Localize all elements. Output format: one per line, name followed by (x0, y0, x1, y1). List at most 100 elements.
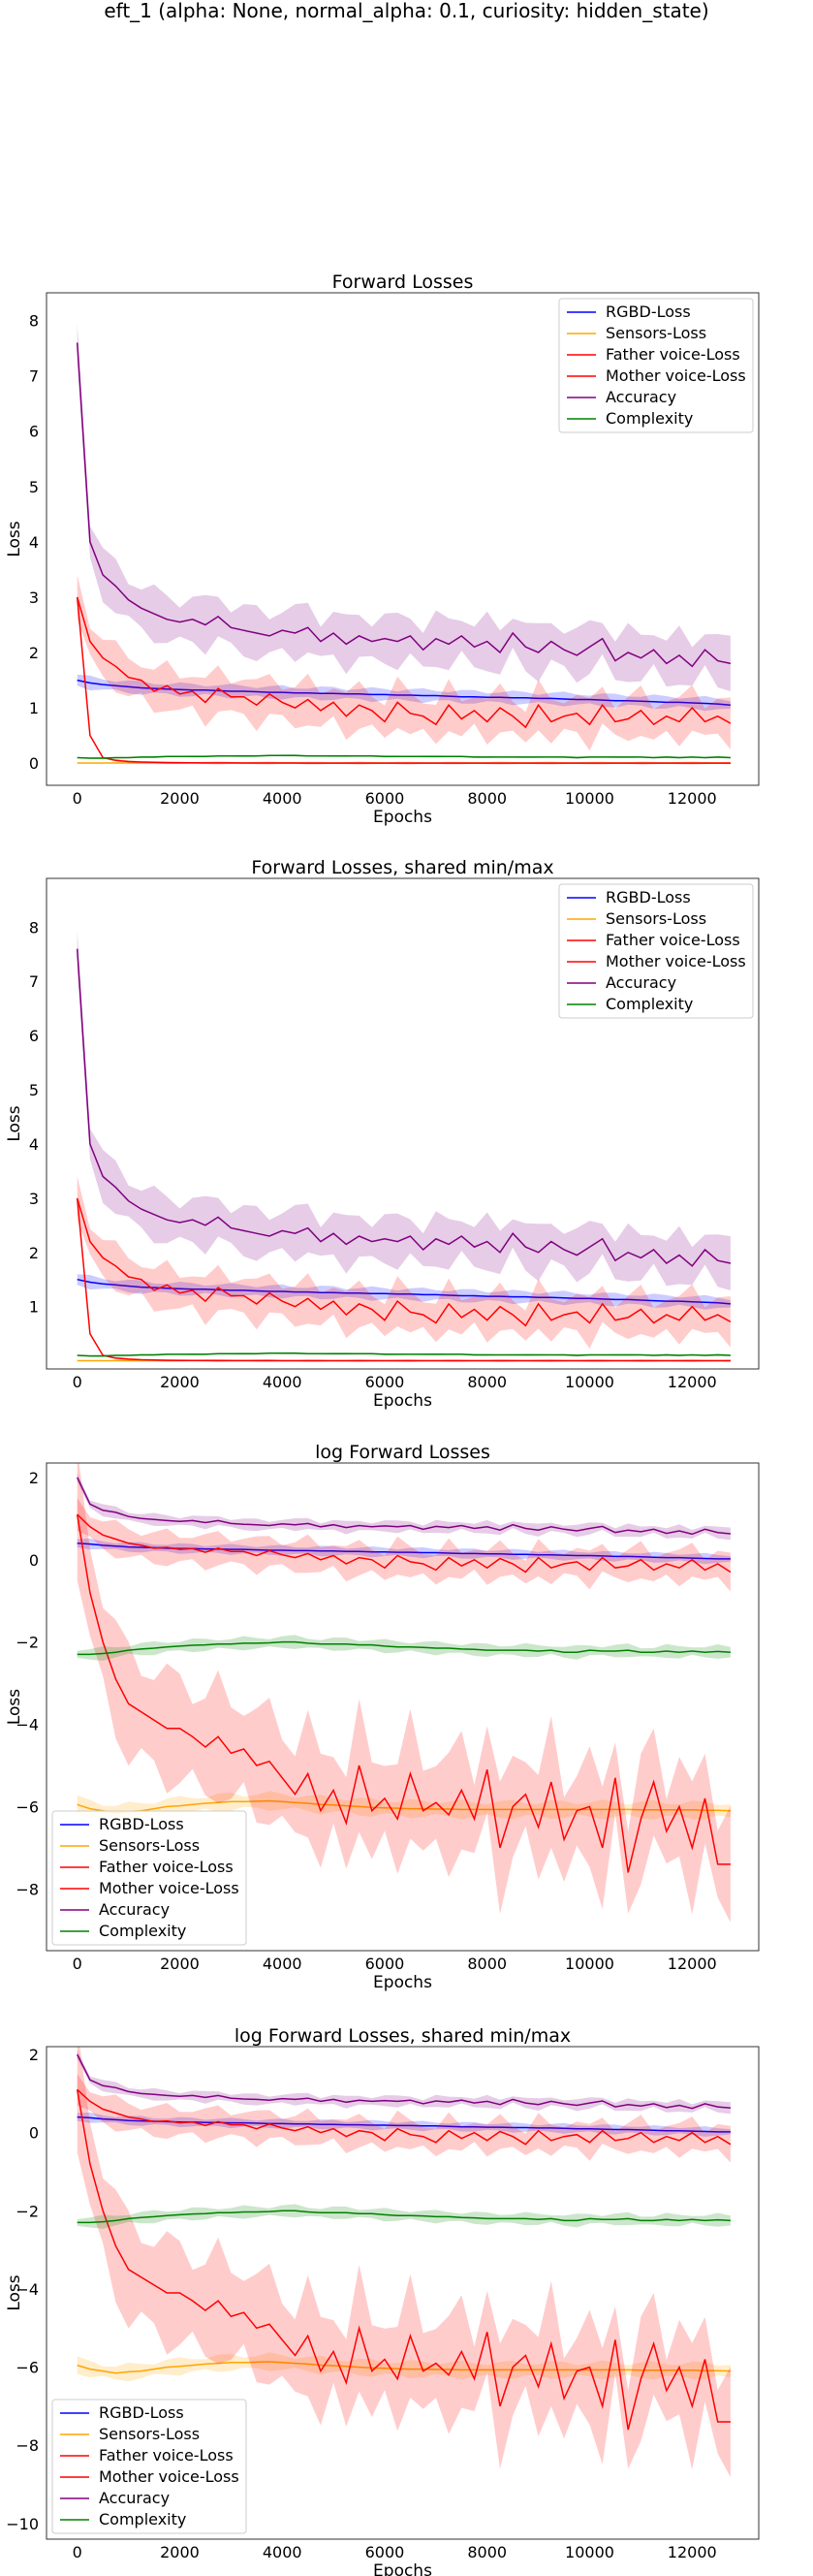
legend-label: Father voice-Loss (606, 931, 740, 949)
y-tick-label: 4 (29, 533, 39, 552)
band-accuracy (77, 324, 731, 691)
legend: RGBD-Loss Sensors-Loss Father voice-Loss Mo… (51, 2399, 247, 2534)
x-axis-label: Epochs (373, 2561, 432, 2576)
plot-data (76, 324, 732, 765)
y-tick-label: −8 (16, 1880, 39, 1898)
x-tick-label: 2000 (160, 1373, 200, 1391)
legend-label: RGBD-Loss (606, 302, 691, 321)
x-tick-label: 12000 (668, 2543, 717, 2561)
x-axis-label: Epochs (373, 1391, 432, 1411)
legend-label: Father voice-Loss (99, 2446, 234, 2465)
legend-label: Mother voice-Loss (99, 1879, 239, 1897)
x-tick-label: 10000 (565, 789, 614, 808)
band-father (77, 1463, 731, 1923)
line-accuracy (77, 2053, 731, 2110)
line-mother (77, 2088, 732, 2146)
band-complexity (77, 2204, 731, 2229)
x-tick-label: 2000 (160, 789, 200, 808)
plot-frame (46, 292, 760, 786)
x-axis-label: Epochs (373, 1973, 432, 1992)
legend: RGBD-Loss Sensors-Loss Father voice-Loss Mo… (558, 298, 754, 433)
legend-label: Accuracy (606, 388, 676, 406)
legend-label: Father voice-Loss (99, 1858, 234, 1876)
line-father (76, 2089, 731, 2431)
legend-label: Sensors-Loss (606, 909, 706, 928)
y-tick-label: 7 (29, 972, 39, 991)
line-complexity (77, 1352, 731, 1357)
line-father (76, 596, 731, 764)
line-accuracy (76, 342, 732, 668)
x-tick-label: 0 (73, 789, 82, 808)
legend-label: Accuracy (99, 1900, 170, 1919)
x-tick-label: 0 (73, 2543, 82, 2561)
y-axis-label: Loss (5, 2274, 24, 2310)
plot-4: log Forward Losses, shared min/max 0 2000 4… (5, 2025, 760, 2576)
x-tick-label: 10000 (565, 1373, 614, 1391)
plot-1: Forward Losses 0 2000 4000 6000 8000 10000 1200… (5, 271, 760, 827)
y-tick-label: 8 (29, 918, 39, 937)
band-rgbd (77, 2112, 731, 2137)
legend-label: RGBD-Loss (606, 888, 691, 906)
plot-data (76, 2047, 732, 2478)
x-tick-label: 6000 (365, 1955, 405, 1973)
plot-title: Forward Losses (332, 271, 474, 293)
x-tick-label: 4000 (263, 1955, 302, 1973)
line-complexity (77, 1640, 731, 1656)
y-tick-label: −8 (16, 2436, 39, 2455)
legend-box (558, 298, 754, 433)
legend-label: Complexity (606, 995, 693, 1013)
legend-label: RGBD-Loss (99, 1815, 184, 1833)
plot-title: Forward Losses, shared min/max (251, 857, 553, 878)
band-sensors (77, 2352, 731, 2382)
legend-label: Complexity (99, 1922, 186, 1940)
x-tick-label: 0 (73, 1373, 82, 1391)
legend-label: RGBD-Loss (99, 2403, 184, 2422)
y-axis-label: Loss (5, 1689, 24, 1725)
line-father (76, 1513, 731, 1873)
x-tick-label: 4000 (263, 1373, 302, 1391)
y-tick-label: 5 (29, 478, 39, 496)
y-tick-label: 3 (29, 588, 39, 607)
legend-box (558, 883, 754, 1019)
x-tick-label: 2000 (160, 1955, 200, 1973)
x-tick-label: 4000 (263, 2543, 302, 2561)
legend-label: Sensors-Loss (99, 2425, 200, 2443)
line-father (76, 1197, 731, 1362)
plot-2: Forward Losses, shared min/max 0 2000 4000 6… (5, 857, 760, 1411)
legend-box (51, 2399, 247, 2534)
line-mother (77, 1513, 732, 1574)
line-mother (76, 1197, 732, 1327)
plot-data (76, 1463, 732, 1923)
legend: RGBD-Loss Sensors-Loss Father voice-Loss Mo… (558, 883, 754, 1019)
line-sensors (77, 1799, 731, 1814)
y-tick-label: 5 (29, 1081, 39, 1099)
x-tick-label: 6000 (365, 789, 405, 808)
y-tick-label: −4 (16, 2280, 39, 2299)
y-tick-label: 7 (29, 367, 39, 386)
band-rgbd (77, 1538, 731, 1565)
band-mother (77, 1176, 731, 1349)
band-mother (77, 575, 731, 751)
line-accuracy (77, 1477, 731, 1536)
legend-label: Father voice-Loss (606, 345, 740, 364)
legend-label: Complexity (606, 409, 693, 428)
y-tick-label: −2 (16, 2202, 39, 2220)
y-tick-label: 2 (29, 2046, 39, 2064)
legend-label: Mother voice-Loss (606, 366, 746, 385)
line-mother (76, 596, 732, 729)
legend-label: Sensors-Loss (99, 1836, 200, 1855)
x-tick-label: 12000 (668, 1373, 717, 1391)
plot-title: log Forward Losses (315, 1442, 490, 1463)
y-tick-label: 2 (29, 1244, 39, 1262)
legend: RGBD-Loss Sensors-Loss Father voice-Loss Mo… (51, 1810, 247, 1946)
y-tick-label: 1 (29, 1298, 39, 1317)
band-rgbd (77, 674, 731, 712)
legend-label: Mother voice-Loss (99, 2467, 239, 2486)
y-tick-label: −6 (16, 1797, 39, 1816)
plot-frame (46, 2046, 760, 2540)
plot-title: log Forward Losses, shared min/max (235, 2025, 571, 2047)
y-axis-label: Loss (5, 521, 24, 557)
legend-label: Accuracy (606, 973, 676, 992)
y-tick-label: 3 (29, 1190, 39, 1208)
band-sensors (77, 1791, 731, 1822)
